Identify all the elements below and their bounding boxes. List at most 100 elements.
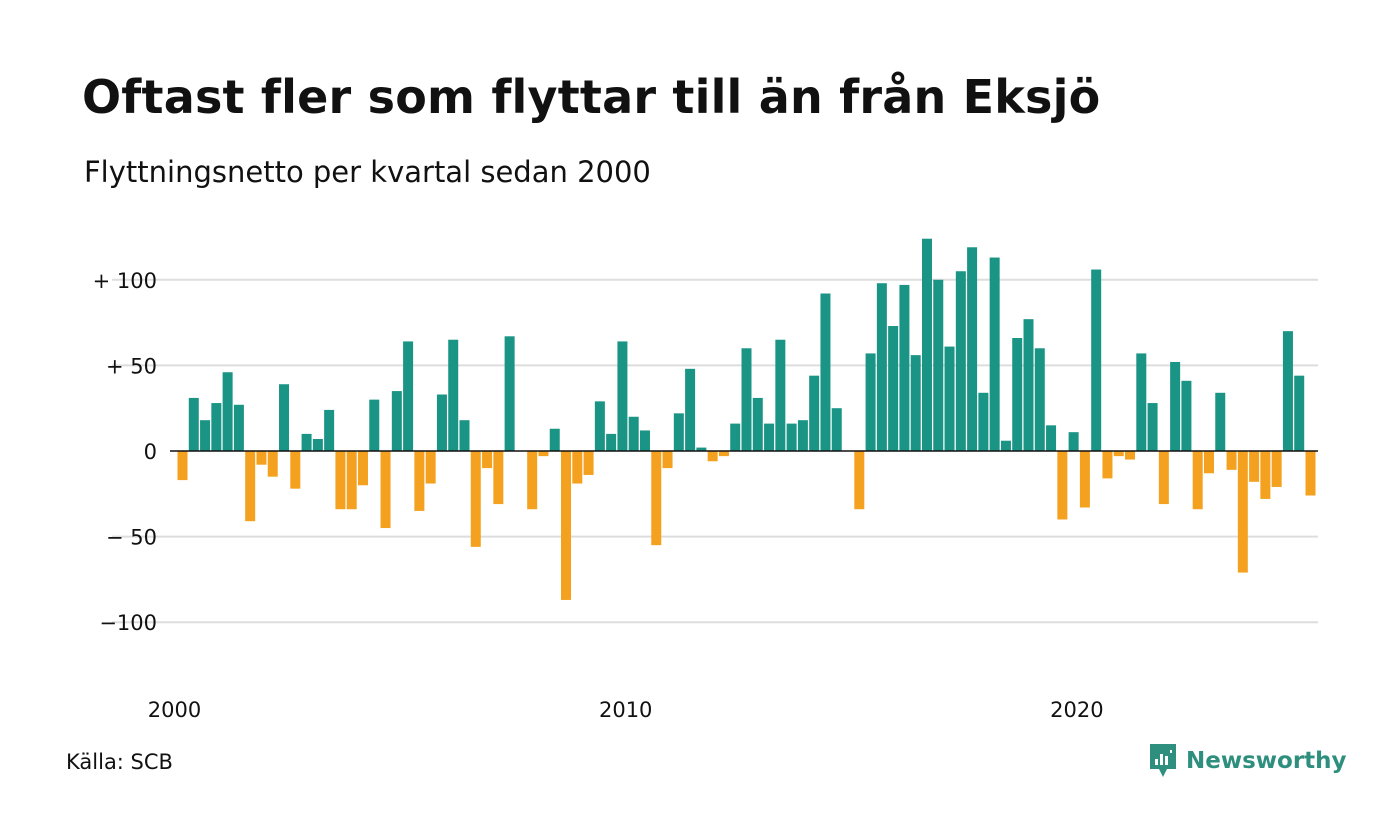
bar-positive bbox=[989, 257, 1000, 451]
bar-positive bbox=[1294, 375, 1305, 451]
bar-negative bbox=[346, 451, 357, 510]
bar-positive bbox=[301, 433, 312, 451]
newsworthy-logo[interactable]: Newsworthy bbox=[1148, 742, 1347, 780]
bar-negative bbox=[718, 451, 729, 457]
bar-positive bbox=[1181, 380, 1192, 451]
bar-positive bbox=[933, 279, 944, 451]
bar-negative bbox=[335, 451, 346, 510]
bar-positive bbox=[888, 326, 899, 451]
bar-positive bbox=[831, 408, 842, 451]
x-tick-label: 2020 bbox=[1050, 698, 1103, 722]
bar-positive bbox=[606, 433, 617, 451]
bar-negative bbox=[527, 451, 538, 510]
bar-positive bbox=[921, 238, 932, 451]
bar-negative bbox=[1079, 451, 1090, 508]
bar-positive bbox=[233, 404, 244, 451]
bar-positive bbox=[944, 346, 955, 451]
bar-negative bbox=[1158, 451, 1169, 505]
bar-positive bbox=[1170, 361, 1181, 451]
bar-negative bbox=[1249, 451, 1260, 482]
bar-positive bbox=[685, 368, 696, 451]
bar-positive bbox=[1091, 269, 1102, 451]
bar-negative bbox=[854, 451, 865, 510]
y-tick-label: 0 bbox=[144, 440, 157, 464]
bar-positive bbox=[1215, 392, 1226, 451]
x-tick-label: 2000 bbox=[148, 698, 201, 722]
bar-positive bbox=[1136, 353, 1147, 451]
bar-negative bbox=[425, 451, 436, 484]
y-tick-label: + 100 bbox=[93, 269, 157, 293]
bar-negative bbox=[380, 451, 391, 529]
bar-negative bbox=[572, 451, 583, 484]
bar-negative bbox=[583, 451, 594, 475]
bar-positive bbox=[797, 420, 808, 451]
bar-positive bbox=[967, 247, 978, 451]
bar-negative bbox=[1271, 451, 1282, 487]
bar-positive bbox=[865, 353, 876, 451]
y-tick-label: − 50 bbox=[106, 526, 157, 550]
bar-positive bbox=[910, 355, 921, 451]
bar-positive bbox=[369, 399, 380, 451]
bar-positive bbox=[628, 416, 639, 451]
bar-negative bbox=[470, 451, 481, 547]
newsworthy-logo-icon bbox=[1150, 744, 1176, 777]
bar-positive bbox=[741, 348, 752, 451]
bar-positive bbox=[752, 397, 763, 451]
bar-negative bbox=[1305, 451, 1316, 496]
bar-positive bbox=[786, 423, 797, 451]
bar-chart: + 100 + 50 0 − 50 −100 2000 2010 2020 bbox=[93, 238, 1318, 722]
x-tick-label: 2010 bbox=[599, 698, 652, 722]
bar-positive bbox=[391, 391, 402, 451]
bar-negative bbox=[561, 451, 572, 600]
bar-positive bbox=[730, 423, 741, 451]
bar-positive bbox=[1046, 425, 1057, 451]
bar-negative bbox=[1260, 451, 1271, 499]
bar-positive bbox=[775, 339, 786, 451]
chart-subtitle: Flyttningsnetto per kvartal sedan 2000 bbox=[84, 155, 651, 189]
source-note: Källa: SCB bbox=[66, 750, 173, 774]
bar-negative bbox=[245, 451, 256, 522]
bar-negative bbox=[256, 451, 267, 465]
brand-name: Newsworthy bbox=[1186, 748, 1347, 774]
bar-negative bbox=[1113, 451, 1124, 457]
bar-negative bbox=[1237, 451, 1248, 573]
bar-negative bbox=[662, 451, 673, 469]
bar-positive bbox=[876, 283, 887, 451]
bar-negative bbox=[267, 451, 278, 477]
bar-negative bbox=[1125, 451, 1136, 460]
bar-negative bbox=[651, 451, 662, 546]
bar-positive bbox=[617, 341, 628, 451]
bar-negative bbox=[414, 451, 425, 511]
bar-positive bbox=[188, 397, 199, 451]
bar-negative bbox=[1203, 451, 1214, 474]
y-tick-label: −100 bbox=[99, 611, 157, 635]
bar-positive bbox=[594, 401, 605, 451]
bar-positive bbox=[403, 341, 414, 451]
bar-positive bbox=[764, 423, 775, 451]
bar-negative bbox=[357, 451, 368, 486]
bar-positive bbox=[312, 439, 323, 451]
bar-positive bbox=[639, 430, 650, 451]
bar-positive bbox=[955, 271, 966, 451]
bar-positive bbox=[809, 375, 820, 451]
bar-negative bbox=[1057, 451, 1068, 520]
bar-positive bbox=[978, 392, 989, 451]
chart-title: Oftast fler som flyttar till än från Eks… bbox=[82, 70, 1101, 124]
bar-positive bbox=[696, 447, 707, 451]
bar-negative bbox=[1192, 451, 1203, 510]
bar-positive bbox=[1034, 348, 1045, 451]
bar-positive bbox=[1023, 319, 1034, 451]
bar-negative bbox=[177, 451, 188, 481]
bar-positive bbox=[1000, 440, 1011, 451]
bar-negative bbox=[1102, 451, 1113, 479]
bar-negative bbox=[1226, 451, 1237, 470]
bar-positive bbox=[279, 384, 290, 451]
bar-positive bbox=[324, 409, 335, 451]
bar-negative bbox=[493, 451, 504, 505]
bar-positive bbox=[673, 413, 684, 451]
y-tick-label: + 50 bbox=[106, 354, 157, 378]
bar-positive bbox=[1012, 338, 1023, 451]
bar-positive bbox=[211, 403, 222, 451]
bar-positive bbox=[504, 336, 515, 451]
bar-negative bbox=[707, 451, 718, 462]
